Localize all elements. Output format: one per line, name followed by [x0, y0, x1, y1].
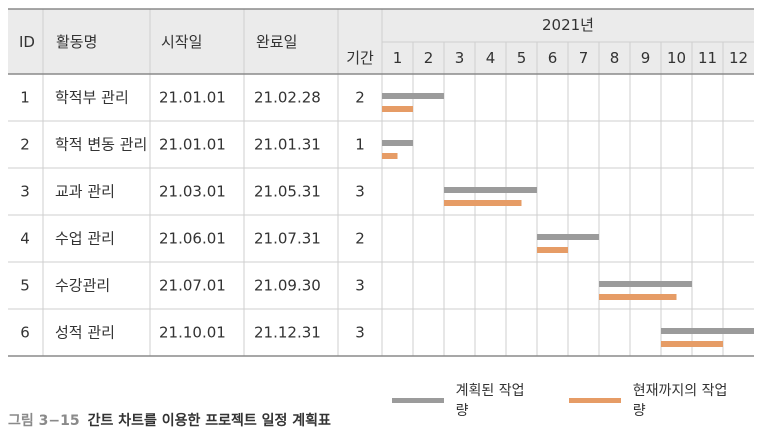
actual-bar	[382, 106, 413, 112]
header-month-4: 4	[486, 49, 496, 67]
task-end-date: 21.02.28	[254, 89, 321, 107]
planned-bar	[661, 328, 754, 334]
planned-bar	[537, 234, 599, 240]
task-id: 6	[20, 324, 30, 342]
task-start-date: 21.03.01	[159, 183, 226, 201]
task-start-date: 21.10.01	[159, 324, 226, 342]
actual-bar	[444, 200, 522, 206]
legend-item-actual: 현재까지의 작업량	[569, 380, 732, 420]
header-duration: 기간	[346, 49, 374, 67]
header-month-6: 6	[548, 49, 558, 67]
task-duration: 2	[355, 230, 365, 248]
task-id: 3	[20, 183, 30, 201]
task-duration: 3	[355, 183, 365, 201]
task-start-date: 21.01.01	[159, 136, 226, 154]
task-id: 1	[20, 89, 30, 107]
header-month-11: 11	[698, 49, 717, 67]
task-end-date: 21.12.31	[254, 324, 321, 342]
header-month-9: 9	[641, 49, 651, 67]
header-month-5: 5	[517, 49, 527, 67]
figure-caption: 그림 3−15 간트 차트를 이용한 프로젝트 일정 계획표	[8, 410, 331, 430]
header-month-3: 3	[455, 49, 465, 67]
figure-number: 그림 3−15	[8, 413, 80, 429]
task-activity: 성적 관리	[55, 324, 115, 342]
planned-bar	[444, 187, 537, 193]
actual-bar	[537, 247, 568, 253]
header-year: 2021년	[542, 16, 594, 34]
header-month-2: 2	[424, 49, 434, 67]
planned-bar	[382, 140, 413, 146]
task-activity: 학적부 관리	[55, 89, 129, 107]
legend-item-planned: 계획된 작업량	[392, 380, 531, 420]
task-start-date: 21.07.01	[159, 277, 226, 295]
task-end-date: 21.07.31	[254, 230, 321, 248]
task-end-date: 21.01.31	[254, 136, 321, 154]
header-activity: 활동명	[56, 33, 97, 51]
task-id: 2	[20, 136, 30, 154]
planned-bar	[382, 93, 444, 99]
header-month-12: 12	[729, 49, 748, 67]
header-month-10: 10	[667, 49, 686, 67]
task-activity: 교과 관리	[55, 183, 115, 201]
legend-label-planned: 계획된 작업량	[455, 383, 525, 419]
task-end-date: 21.09.30	[254, 277, 321, 295]
task-activity: 수업 관리	[55, 230, 115, 248]
task-duration: 2	[355, 89, 365, 107]
task-duration: 3	[355, 324, 365, 342]
header-month-7: 7	[579, 49, 589, 67]
actual-bar	[661, 341, 723, 347]
header-month-1: 1	[393, 49, 403, 67]
task-end-date: 21.05.31	[254, 183, 321, 201]
planned-bar	[599, 281, 692, 287]
legend-swatch-actual	[569, 397, 621, 403]
task-id: 5	[20, 277, 30, 295]
header-end-date: 완료일	[256, 33, 297, 51]
legend-swatch-planned	[392, 397, 444, 403]
task-activity: 수강관리	[55, 277, 110, 295]
task-id: 4	[20, 230, 30, 248]
header-month-8: 8	[610, 49, 620, 67]
figure-title: 간트 차트를 이용한 프로젝트 일정 계획표	[87, 413, 331, 429]
task-activity: 학적 변동 관리	[55, 136, 147, 154]
header-start-date: 시작일	[161, 33, 202, 51]
task-start-date: 21.06.01	[159, 230, 226, 248]
actual-bar	[382, 153, 398, 159]
actual-bar	[599, 294, 677, 300]
legend-label-actual: 현재까지의 작업량	[632, 383, 728, 419]
header-id: ID	[19, 33, 35, 51]
legend: 계획된 작업량 현재까지의 작업량	[392, 380, 770, 420]
task-duration: 3	[355, 277, 365, 295]
task-start-date: 21.01.01	[159, 89, 226, 107]
task-duration: 1	[355, 136, 365, 154]
